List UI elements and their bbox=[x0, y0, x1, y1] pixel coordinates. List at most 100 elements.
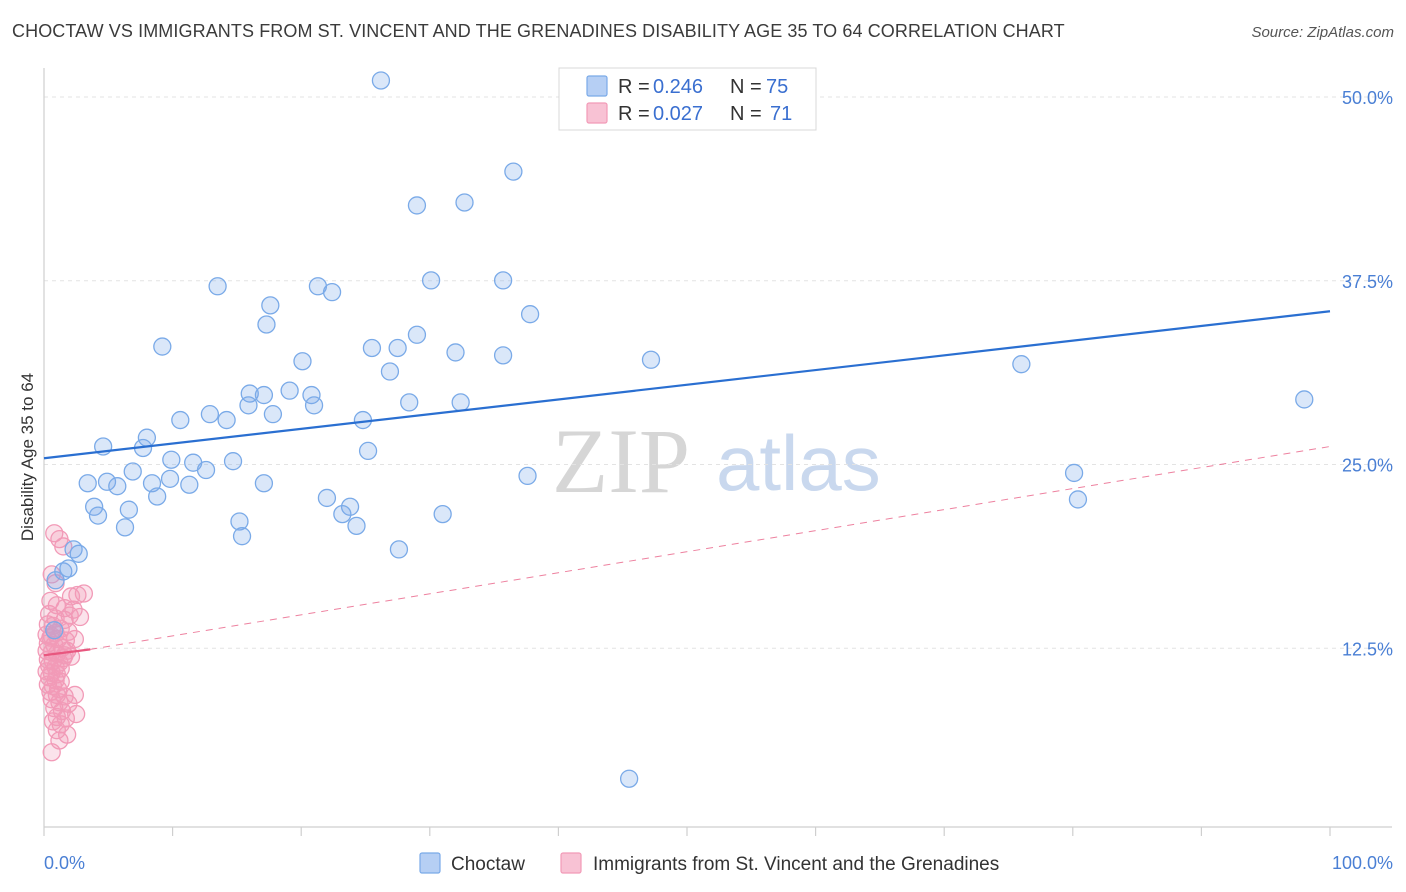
data-point-choctaw bbox=[280, 381, 299, 400]
data-point-choctaw bbox=[421, 271, 441, 290]
watermark-zip: ZIP bbox=[552, 410, 690, 512]
data-point-choctaw bbox=[254, 474, 274, 493]
data-point-choctaw bbox=[162, 450, 181, 469]
data-point-choctaw bbox=[232, 527, 252, 546]
data-point-choctaw bbox=[180, 475, 199, 494]
legend-r-value-immigrants: 0.027 bbox=[653, 103, 703, 125]
data-point-choctaw bbox=[388, 338, 407, 358]
series-legend: Choctaw Immigrants from St. Vincent and … bbox=[419, 852, 999, 875]
data-point-choctaw bbox=[69, 544, 88, 563]
series-immigrants-points bbox=[37, 524, 94, 762]
data-point-choctaw bbox=[451, 393, 470, 412]
x-tick-label-min: 0.0% bbox=[44, 853, 85, 873]
trend-lines bbox=[43, 310, 1331, 657]
data-point-choctaw bbox=[46, 571, 65, 590]
data-point-immigrants bbox=[54, 537, 73, 556]
data-point-choctaw bbox=[261, 296, 280, 315]
data-point-choctaw bbox=[148, 487, 167, 506]
data-point-immigrants bbox=[74, 584, 94, 603]
data-point-immigrants bbox=[60, 606, 79, 625]
data-point-choctaw bbox=[223, 452, 243, 471]
data-point-choctaw bbox=[1064, 463, 1084, 483]
data-point-choctaw bbox=[196, 460, 216, 480]
data-point-choctaw bbox=[641, 350, 661, 369]
data-point-choctaw bbox=[160, 469, 180, 488]
y-tick-labels: 12.5% 25.0% 37.5% 50.0% bbox=[1342, 88, 1393, 659]
watermark-atlas: atlas bbox=[716, 419, 881, 507]
data-point-choctaw bbox=[153, 337, 172, 356]
data-point-choctaw bbox=[380, 362, 400, 381]
data-point-choctaw bbox=[317, 488, 337, 508]
data-point-choctaw bbox=[88, 506, 108, 525]
data-point-immigrants bbox=[45, 524, 64, 543]
y-tick-label: 37.5% bbox=[1342, 272, 1393, 292]
bottom-legend-label-immigrants: Immigrants from St. Vincent and the Gren… bbox=[593, 854, 999, 875]
data-point-choctaw bbox=[455, 193, 474, 212]
data-point-choctaw bbox=[304, 396, 324, 415]
legend-r-label-choctaw: R = bbox=[618, 76, 650, 98]
data-point-choctaw bbox=[97, 472, 117, 491]
x-tick-label-max: 100.0% bbox=[1332, 853, 1393, 873]
data-point-choctaw bbox=[493, 346, 513, 365]
data-point-choctaw bbox=[208, 277, 227, 296]
data-point-choctaw bbox=[257, 315, 276, 334]
data-point-choctaw bbox=[45, 621, 64, 640]
bottom-legend-label-choctaw: Choctaw bbox=[451, 854, 525, 875]
data-point-immigrants bbox=[67, 704, 86, 724]
data-point-choctaw bbox=[362, 338, 382, 358]
data-point-choctaw bbox=[217, 410, 236, 430]
data-point-immigrants bbox=[68, 585, 87, 605]
data-point-immigrants bbox=[42, 743, 61, 762]
data-point-choctaw bbox=[340, 497, 360, 516]
data-point-choctaw bbox=[78, 474, 97, 493]
data-point-choctaw bbox=[293, 352, 312, 371]
axes bbox=[43, 68, 1392, 828]
data-point-choctaw bbox=[518, 466, 537, 486]
trend-line-choctaw bbox=[43, 310, 1331, 460]
data-point-choctaw bbox=[1068, 490, 1088, 509]
data-point-choctaw bbox=[333, 504, 352, 524]
chart-title: CHOCTAW VS IMMIGRANTS FROM ST. VINCENT A… bbox=[12, 21, 1065, 41]
legend-swatch-immigrants bbox=[586, 102, 608, 124]
y-axis-label: Disability Age 35 to 64 bbox=[18, 373, 37, 541]
y-tick-label: 12.5% bbox=[1342, 639, 1393, 659]
source-credit: Source: ZipAtlas.com bbox=[1251, 24, 1394, 41]
legend-swatch-choctaw bbox=[586, 75, 608, 97]
gridlines bbox=[44, 96, 1392, 649]
data-point-choctaw bbox=[446, 343, 465, 362]
watermark: ZIP atlas bbox=[552, 410, 881, 512]
data-point-choctaw bbox=[322, 282, 342, 302]
data-point-choctaw bbox=[520, 305, 540, 324]
y-tick-label: 50.0% bbox=[1342, 88, 1393, 108]
data-point-choctaw bbox=[119, 500, 139, 519]
data-point-choctaw bbox=[254, 385, 274, 405]
data-point-choctaw bbox=[347, 516, 366, 536]
data-point-choctaw bbox=[85, 497, 104, 516]
data-point-choctaw bbox=[1295, 390, 1314, 409]
legend-n-value-choctaw: 75 bbox=[766, 76, 788, 98]
data-point-choctaw bbox=[230, 512, 249, 531]
data-point-choctaw bbox=[407, 325, 427, 344]
data-point-choctaw bbox=[389, 540, 409, 559]
legend-r-value-choctaw: 0.246 bbox=[653, 76, 703, 98]
legend-n-value-immigrants: 71 bbox=[770, 103, 792, 125]
data-point-choctaw bbox=[493, 271, 513, 290]
data-point-choctaw bbox=[1012, 355, 1031, 374]
data-point-choctaw bbox=[400, 393, 419, 412]
legend-n-label-immigrants: N = bbox=[730, 103, 762, 125]
data-point-choctaw bbox=[108, 477, 127, 496]
trend-line-immigrants-solid bbox=[43, 648, 91, 657]
trend-line-immigrants-dashed bbox=[90, 446, 1331, 650]
series-choctaw-points bbox=[45, 71, 1314, 788]
data-point-choctaw bbox=[371, 71, 391, 90]
y-tick-label: 25.0% bbox=[1342, 456, 1393, 476]
data-point-choctaw bbox=[263, 405, 283, 424]
data-point-choctaw bbox=[115, 518, 135, 537]
data-point-choctaw bbox=[504, 162, 523, 181]
bottom-legend-swatch-choctaw bbox=[419, 852, 441, 874]
data-point-choctaw bbox=[200, 405, 220, 424]
data-point-choctaw bbox=[619, 769, 639, 788]
data-point-choctaw bbox=[407, 196, 427, 215]
stats-legend: R = 0.246 N = 75 R = 0.027 N = 71 bbox=[558, 67, 817, 131]
